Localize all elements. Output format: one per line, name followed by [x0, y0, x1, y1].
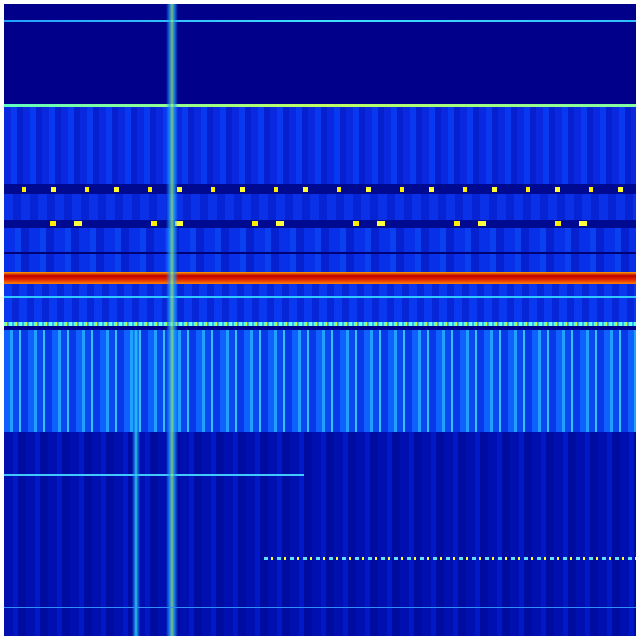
- upper-blue-region: [4, 107, 636, 187]
- bottom-cyan-line: [4, 607, 636, 608]
- cyan-line: [4, 296, 636, 298]
- vertical-streak-1: [132, 330, 140, 636]
- spectrogram-heatmap: [4, 4, 636, 636]
- noisy-line: [4, 322, 636, 326]
- blue-region-4: [4, 284, 636, 322]
- top-cyan-line: [4, 20, 636, 22]
- vertical-streak-2: [166, 4, 178, 636]
- yellow-dash-row-1: [4, 187, 636, 192]
- mid-blue-region: [4, 194, 636, 220]
- active-region: [4, 330, 636, 432]
- bright-line: [4, 104, 636, 107]
- lower-dark-region: [4, 432, 636, 636]
- left-cyan-line: [4, 474, 304, 476]
- top-dark-band: [4, 4, 636, 104]
- dotted-line: [264, 557, 636, 560]
- dark-line: [4, 252, 636, 254]
- yellow-dash-row-2: [4, 221, 636, 226]
- red-band: [4, 272, 636, 284]
- blue-region-3: [4, 228, 636, 272]
